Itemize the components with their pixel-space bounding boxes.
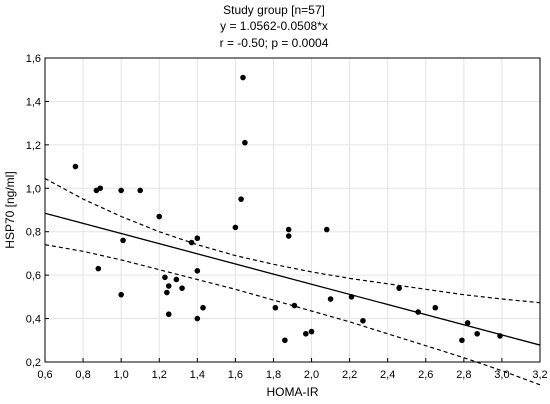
title-line-3: r = -0.50; p = 0.0004 xyxy=(220,36,329,50)
title-line-1: Study group [n=57] xyxy=(223,3,325,17)
data-point xyxy=(173,276,180,283)
data-point xyxy=(72,163,79,170)
y-tick-label: 0,4 xyxy=(26,314,41,326)
x-tick-label: 2,4 xyxy=(380,369,395,381)
x-axis-label: HOMA-IR xyxy=(267,385,319,399)
data-point xyxy=(120,237,126,244)
data-point xyxy=(194,315,201,322)
data-point xyxy=(164,289,170,296)
x-tick-label: 3,2 xyxy=(532,369,547,381)
data-point xyxy=(232,224,239,231)
x-tick-label: 2,0 xyxy=(304,369,319,381)
data-point xyxy=(118,187,124,194)
data-point xyxy=(323,226,330,233)
regression-line-group xyxy=(44,212,541,346)
data-point xyxy=(238,196,244,202)
data-point xyxy=(497,333,503,339)
data-point xyxy=(240,74,246,81)
x-tick-label: 2,2 xyxy=(342,369,357,381)
gridlines xyxy=(44,57,541,363)
confidence-band-upper xyxy=(44,177,541,304)
data-point xyxy=(432,304,439,311)
data-point xyxy=(194,235,201,242)
x-tick-label: 1,6 xyxy=(228,369,243,381)
data-point xyxy=(179,285,185,291)
data-point xyxy=(291,302,298,309)
title-line-2: y = 1.0562-0.0508*x xyxy=(220,19,328,33)
confidence-band xyxy=(44,177,541,386)
data-point xyxy=(327,296,334,302)
y-tick-label: 1,6 xyxy=(26,53,41,65)
x-tick-label: 0,6 xyxy=(37,369,52,381)
data-point xyxy=(200,304,206,311)
plot-frame xyxy=(44,57,541,363)
x-tick-label: 1,2 xyxy=(152,369,167,381)
y-tick-label: 0,6 xyxy=(26,270,41,282)
y-axis-label: HSP70 [ng/ml] xyxy=(3,171,17,248)
regression-line xyxy=(44,212,541,346)
data-point xyxy=(162,274,168,281)
data-point xyxy=(156,213,163,220)
x-tick-label: 0,8 xyxy=(75,369,90,381)
x-axis-ticks: 0,6 0,8 1,0 1,2 1,4 1,6 1,8 2,0 2,2 2,4 2,6 2,8 3,0 3… xyxy=(37,358,548,381)
y-axis-ticks: 0,2 0,4 0,6 0,8 1,0 1,2 1,4 1,6 xyxy=(26,53,49,369)
data-point xyxy=(194,268,201,274)
x-tick-label: 2,6 xyxy=(418,369,433,381)
data-point xyxy=(396,285,402,291)
x-tick-label: 1,4 xyxy=(190,369,205,381)
data-point xyxy=(285,226,292,233)
data-point xyxy=(474,330,480,337)
data-point xyxy=(360,317,366,324)
data-point xyxy=(165,311,172,318)
data-point xyxy=(272,304,279,311)
y-tick-label: 1,0 xyxy=(26,183,41,195)
data-point xyxy=(303,330,309,337)
x-tick-label: 1,0 xyxy=(114,369,129,381)
y-tick-label: 1,2 xyxy=(26,140,41,152)
chart-title: Study group [n=57] y = 1.0562-0.0508*x r… xyxy=(220,3,329,50)
data-point xyxy=(308,328,315,335)
y-tick-label: 0,8 xyxy=(26,227,41,239)
data-point xyxy=(285,233,292,239)
data-point xyxy=(348,294,355,300)
data-points xyxy=(72,74,503,344)
y-tick-label: 0,2 xyxy=(26,357,41,369)
data-point xyxy=(459,337,465,344)
data-point xyxy=(137,187,143,194)
x-tick-label: 3,0 xyxy=(494,369,509,381)
data-point xyxy=(118,291,124,298)
x-tick-label: 1,8 xyxy=(266,369,281,381)
data-point xyxy=(188,239,195,246)
data-point xyxy=(464,320,471,326)
data-point xyxy=(95,265,102,272)
data-point xyxy=(415,309,421,315)
data-point xyxy=(282,337,288,344)
data-point xyxy=(242,139,248,146)
confidence-band-lower xyxy=(44,244,541,386)
data-point xyxy=(97,185,104,192)
data-point xyxy=(165,283,172,289)
x-tick-label: 2,8 xyxy=(456,369,471,381)
y-tick-label: 1,4 xyxy=(26,96,41,108)
